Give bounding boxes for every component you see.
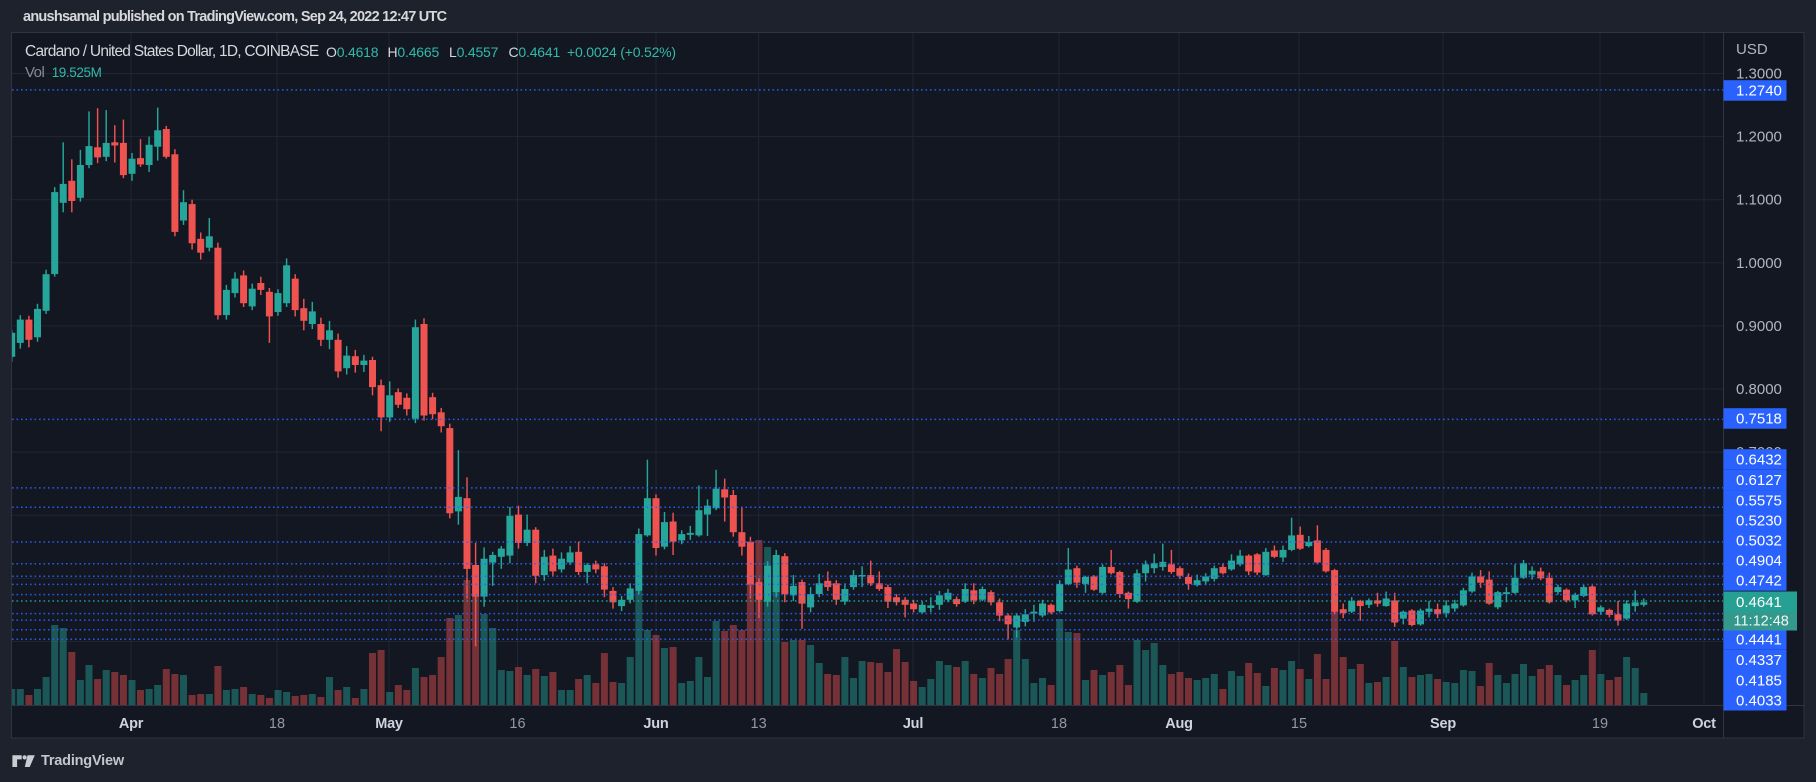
svg-text:18: 18	[1051, 716, 1067, 732]
svg-text:0.9000: 0.9000	[1736, 318, 1782, 335]
svg-text:19: 19	[1592, 716, 1608, 732]
svg-text:Sep: Sep	[1430, 716, 1456, 732]
svg-text:0.4641: 0.4641	[1736, 594, 1782, 611]
svg-text:15: 15	[1291, 716, 1307, 732]
svg-text:Oct: Oct	[1692, 716, 1716, 732]
svg-text:1.1000: 1.1000	[1736, 192, 1782, 209]
svg-text:13: 13	[751, 716, 767, 732]
svg-text:Apr: Apr	[119, 716, 144, 732]
svg-text:1.2000: 1.2000	[1736, 129, 1782, 146]
svg-text:0.4033: 0.4033	[1736, 692, 1782, 709]
svg-text:0.5032: 0.5032	[1736, 533, 1782, 550]
svg-text:0.4742: 0.4742	[1736, 573, 1782, 590]
svg-text:Jul: Jul	[903, 716, 923, 732]
svg-text:0.7518: 0.7518	[1736, 411, 1782, 428]
svg-text:0.4904: 0.4904	[1736, 553, 1782, 570]
svg-text:Jun: Jun	[643, 716, 668, 732]
svg-text:Aug: Aug	[1165, 716, 1193, 732]
svg-text:0.4185: 0.4185	[1736, 672, 1782, 689]
svg-text:0.5230: 0.5230	[1736, 513, 1782, 530]
svg-text:0.5575: 0.5575	[1736, 492, 1782, 509]
svg-text:11:12:48: 11:12:48	[1734, 614, 1789, 630]
svg-text:0.6127: 0.6127	[1736, 472, 1782, 489]
svg-text:18: 18	[269, 716, 285, 732]
svg-text:May: May	[375, 716, 403, 732]
svg-text:0.6432: 0.6432	[1736, 452, 1782, 469]
svg-text:USD: USD	[1736, 41, 1768, 58]
svg-text:0.4337: 0.4337	[1736, 652, 1782, 669]
svg-text:1.0000: 1.0000	[1736, 255, 1782, 272]
svg-text:0.8000: 0.8000	[1736, 381, 1782, 398]
svg-text:0.4441: 0.4441	[1736, 632, 1782, 649]
svg-text:1.2740: 1.2740	[1736, 82, 1782, 99]
svg-text:1.3000: 1.3000	[1736, 66, 1782, 83]
svg-text:16: 16	[509, 716, 525, 732]
